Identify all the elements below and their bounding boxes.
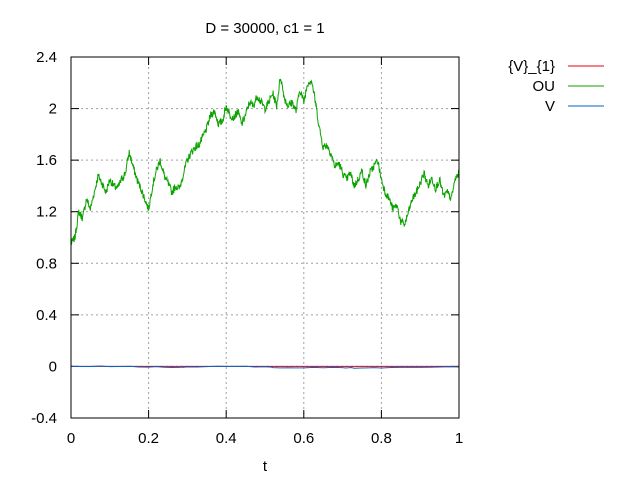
series-line-2 <box>70 78 460 245</box>
legend-label: {V}_{1} <box>508 58 555 75</box>
grid-lines <box>71 57 459 418</box>
series-layer <box>70 78 460 369</box>
x-tick-label: 0.2 <box>138 430 159 447</box>
x-tick-label: 0.6 <box>293 430 314 447</box>
x-tick-label: 0.4 <box>216 430 237 447</box>
y-tick-label: 0 <box>49 358 57 375</box>
chart-title: D = 30000, c1 = 1 <box>205 20 324 37</box>
legend-label: OU <box>533 78 556 95</box>
y-tick-label: 2 <box>49 101 57 118</box>
y-tick-label: 0.4 <box>36 307 57 324</box>
x-tick-label: 1 <box>455 430 463 447</box>
y-tick-label: 1.6 <box>36 152 57 169</box>
x-tick-label: 0.8 <box>371 430 392 447</box>
y-tick-label: -0.4 <box>31 410 57 427</box>
y-tick-label: 2.4 <box>36 49 57 66</box>
y-tick-label: 1.2 <box>36 204 57 221</box>
x-axis-label: t <box>263 458 268 475</box>
plot-frame <box>70 56 460 419</box>
x-tick-label: 0 <box>67 430 75 447</box>
legend-label: V <box>545 98 555 115</box>
axis-ticks: -0.4 0 0.4 0.8 1.2 1.6 2 2.4 0 0.2 0.4 0.6 0.8 1 <box>31 49 463 447</box>
legend: {V}_{1} OU V <box>508 58 604 115</box>
series-line-3 <box>70 365 460 369</box>
y-tick-label: 0.8 <box>36 255 57 272</box>
